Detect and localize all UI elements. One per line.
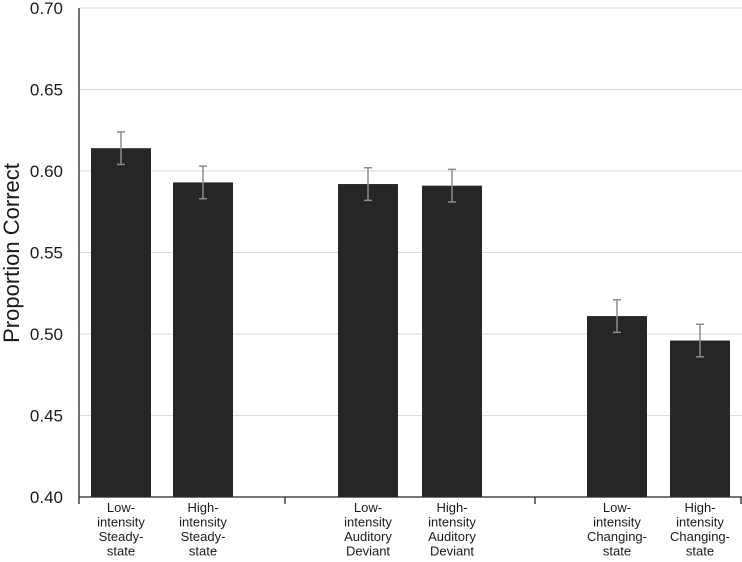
x-category-label-line: intensity — [428, 515, 476, 530]
error-bars — [117, 131, 704, 358]
x-category-label-line: intensity — [97, 515, 145, 530]
x-category-label-line: intensity — [676, 515, 724, 530]
bar — [173, 182, 233, 497]
x-category-label-line: state — [603, 544, 631, 559]
x-category-label-line: Low- — [107, 500, 135, 515]
x-category-label-line: High- — [187, 500, 218, 515]
bars — [91, 148, 730, 498]
x-category-label-line: Deviant — [346, 544, 390, 559]
y-tick-label: 0.65 — [30, 81, 63, 100]
x-category-label-line: Changing- — [670, 529, 730, 544]
bar — [338, 184, 398, 498]
axes — [78, 8, 742, 504]
x-category-label: Low-intensity Changing-state — [587, 500, 647, 559]
y-tick-label: 0.70 — [30, 0, 63, 18]
error-bar — [364, 166, 372, 202]
x-category-label: High-intensity Auditory Deviant — [428, 500, 476, 559]
x-category-label-line: Changing- — [587, 529, 647, 544]
x-category-label-line: state — [686, 544, 714, 559]
y-tick-label: 0.50 — [30, 325, 63, 344]
x-category-label-line: High- — [684, 500, 715, 515]
error-bar — [448, 168, 456, 203]
x-category-label-line: state — [189, 544, 217, 559]
x-category-label-line: Steady- — [99, 529, 144, 544]
x-category-label-line: Auditory — [428, 529, 476, 544]
x-category-label-line: Auditory — [344, 529, 392, 544]
y-tick-label: 0.45 — [30, 407, 63, 426]
bar — [670, 340, 730, 497]
x-category-label-line: Low- — [603, 500, 631, 515]
error-bar — [117, 131, 125, 166]
x-category-label: Low-intensity Steady-state — [97, 500, 145, 559]
x-category-label: High-intensity Steady-state — [179, 500, 227, 559]
x-category-label-line: Deviant — [430, 544, 474, 559]
bar — [422, 185, 482, 498]
x-category-label: Low-intensity Auditory Deviant — [344, 500, 392, 559]
x-category-label: High-intensity Changing-state — [670, 500, 730, 559]
x-category-label-line: High- — [436, 500, 467, 515]
x-category-label-line: Steady- — [181, 529, 226, 544]
bar — [587, 316, 647, 497]
y-tick-labels: 0.40 0.45 0.50 0.55 0.60 0.65 0.70 — [30, 0, 63, 507]
x-category-label-line: intensity — [344, 515, 392, 530]
y-axis-title: Proportion Correct — [0, 163, 24, 343]
y-tick-label: 0.60 — [30, 162, 63, 181]
y-tick-label: 0.40 — [30, 488, 63, 507]
y-tick-label: 0.55 — [30, 244, 63, 263]
x-category-label-line: Low- — [354, 500, 382, 515]
error-bar — [696, 323, 704, 358]
x-category-label-line: intensity — [593, 515, 641, 530]
x-category-label-line: intensity — [179, 515, 227, 530]
bar — [91, 148, 151, 497]
x-category-label-line: state — [107, 544, 135, 559]
error-bar — [199, 165, 207, 200]
error-bar — [613, 299, 621, 334]
